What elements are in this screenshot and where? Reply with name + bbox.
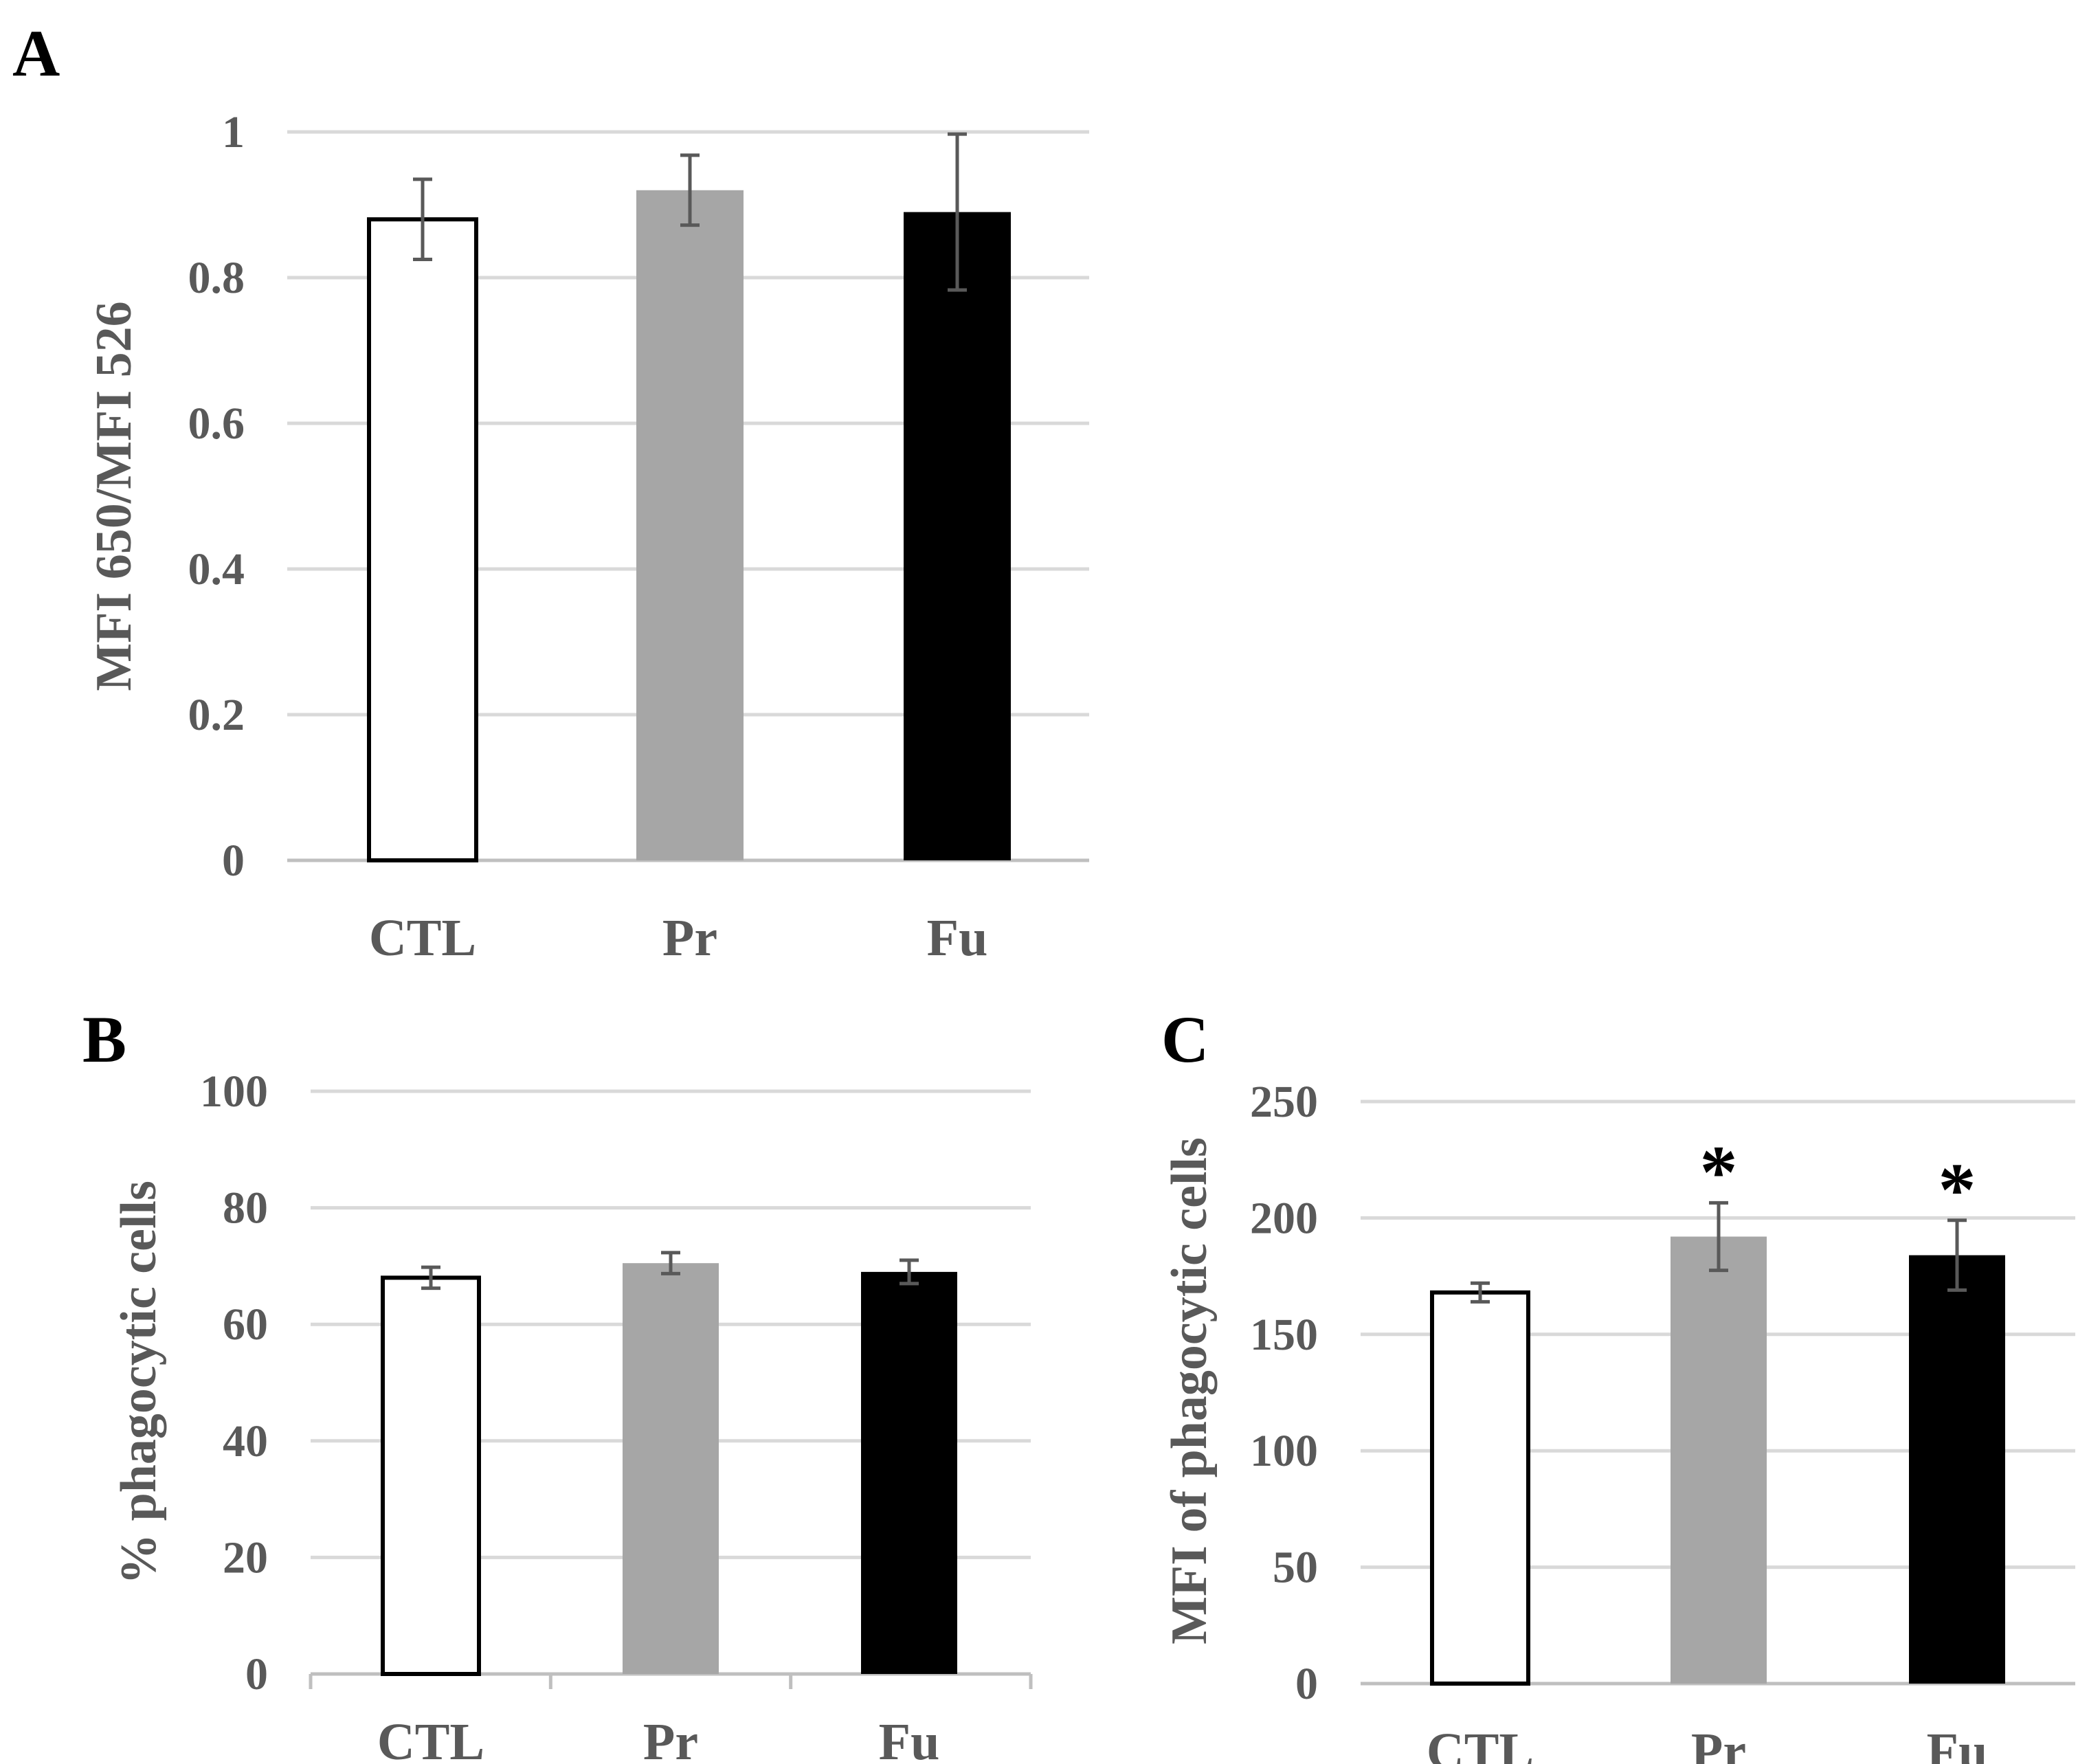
error-bar-ctl bbox=[421, 1265, 440, 1291]
bar-fu bbox=[904, 212, 1011, 861]
y-tick-label: 0 bbox=[245, 1649, 268, 1699]
y-axis-title: % phagocytic cells bbox=[111, 1181, 167, 1585]
y-tick-label: 0.2 bbox=[188, 690, 245, 740]
y-tick-label: 1 bbox=[222, 107, 245, 157]
panel-letter: B bbox=[82, 1003, 126, 1076]
y-tick-label: 250 bbox=[1250, 1077, 1318, 1127]
y-tick-label: 0 bbox=[222, 836, 245, 886]
error-bar-ctl bbox=[1471, 1281, 1490, 1304]
error-bar-fu bbox=[1947, 1218, 1967, 1292]
y-tick-label: 0.4 bbox=[188, 544, 245, 594]
error-bar-pr bbox=[680, 153, 700, 227]
y-tick-label: 150 bbox=[1250, 1310, 1318, 1360]
x-category-label: Fu bbox=[927, 909, 988, 967]
x-category-label: Fu bbox=[879, 1713, 940, 1764]
bar-ctl bbox=[1430, 1290, 1530, 1686]
y-tick-label: 80 bbox=[223, 1183, 268, 1233]
y-tick-label: 0.8 bbox=[188, 253, 245, 303]
error-bar-pr bbox=[661, 1251, 680, 1275]
y-tick-label: 40 bbox=[223, 1416, 268, 1466]
bar-pr bbox=[1671, 1236, 1767, 1684]
y-axis-title: MFI of phagocytic cells bbox=[1161, 1137, 1218, 1644]
panel-letter: C bbox=[1161, 1003, 1209, 1076]
y-tick-label: 20 bbox=[223, 1532, 268, 1583]
x-category-label: Pr bbox=[643, 1713, 698, 1764]
bar-pr bbox=[636, 190, 744, 860]
bar-ctl bbox=[367, 217, 478, 862]
y-tick-label: 60 bbox=[223, 1299, 268, 1350]
significance-marker: * bbox=[1700, 1130, 1738, 1214]
error-bar-fu bbox=[948, 132, 967, 292]
y-tick-label: 0 bbox=[1295, 1659, 1318, 1709]
y-tick-label: 100 bbox=[200, 1067, 268, 1117]
significance-marker: * bbox=[1939, 1148, 1976, 1231]
bar-fu bbox=[1909, 1255, 2005, 1684]
x-category-label: CTL bbox=[1427, 1723, 1534, 1764]
x-category-label: Pr bbox=[1691, 1723, 1746, 1764]
chart-panel-c: C 0 50 100 150 200 250 CTL * Pr * Fu MFI of phagocyt… bbox=[1161, 1003, 2075, 1764]
bar-ctl bbox=[381, 1275, 481, 1676]
x-category-label: Pr bbox=[662, 909, 717, 967]
y-axis-title: MFI 650/MFI 526 bbox=[86, 301, 142, 691]
bar-pr bbox=[623, 1263, 719, 1674]
panel-letter: A bbox=[12, 16, 60, 90]
bar-fu bbox=[861, 1271, 957, 1674]
x-category-label: CTL bbox=[377, 1713, 484, 1764]
error-bar-fu bbox=[900, 1258, 919, 1286]
x-category-label: CTL bbox=[369, 909, 476, 967]
x-category-label: Fu bbox=[1927, 1723, 1988, 1764]
y-tick-label: 50 bbox=[1273, 1543, 1318, 1593]
chart-panel-b: B 0 20 40 60 80 100 CTL Pr Fu % phagocytic cells bbox=[82, 1003, 1033, 1764]
error-bar-ctl bbox=[413, 177, 432, 261]
error-bar-pr bbox=[1709, 1201, 1728, 1273]
y-tick-label: 100 bbox=[1250, 1426, 1318, 1476]
y-tick-label: 0.6 bbox=[188, 399, 245, 449]
y-tick-label: 200 bbox=[1250, 1193, 1318, 1243]
chart-panel-a: A 0 0.2 0.4 0.6 0.8 1 CTL Pr Fu MFI 650/MFI 526 bbox=[12, 16, 1089, 967]
